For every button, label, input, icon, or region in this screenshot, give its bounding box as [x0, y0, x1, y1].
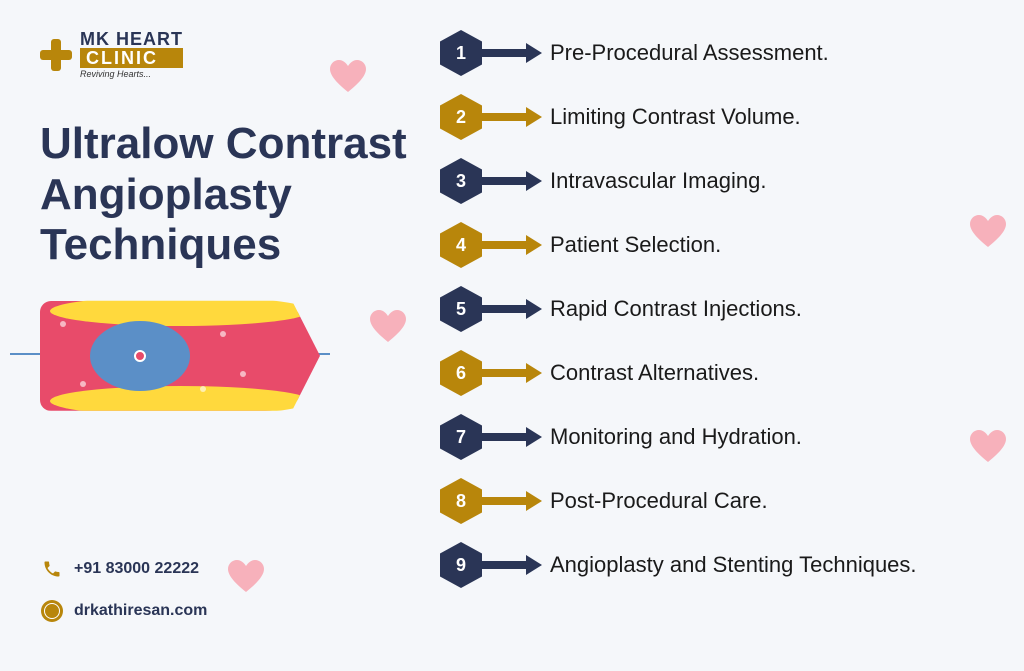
connector-arrow	[482, 176, 542, 186]
item-number-hexagon: 7	[440, 414, 482, 460]
item-label: Pre-Procedural Assessment.	[550, 40, 829, 66]
globe-icon	[40, 599, 64, 623]
item-label: Contrast Alternatives.	[550, 360, 759, 386]
item-number-hexagon: 5	[440, 286, 482, 332]
connector-arrow	[482, 304, 542, 314]
website-text: drkathiresan.com	[74, 602, 207, 620]
item-number-hexagon: 1	[440, 30, 482, 76]
connector-arrow	[482, 112, 542, 122]
item-label: Angioplasty and Stenting Techniques.	[550, 552, 917, 578]
list-item: 3 Intravascular Imaging.	[440, 158, 984, 204]
connector-arrow	[482, 432, 542, 442]
connector-arrow	[482, 48, 542, 58]
logo-line1: MK HEART	[80, 30, 183, 48]
page-title: Ultralow Contrast Angioplasty Techniques	[40, 119, 420, 271]
item-label: Post-Procedural Care.	[550, 488, 768, 514]
item-label: Rapid Contrast Injections.	[550, 296, 802, 322]
item-number-hexagon: 8	[440, 478, 482, 524]
item-label: Limiting Contrast Volume.	[550, 104, 801, 130]
item-number-hexagon: 2	[440, 94, 482, 140]
item-number-hexagon: 6	[440, 350, 482, 396]
website-row: drkathiresan.com	[40, 599, 420, 623]
item-label: Intravascular Imaging.	[550, 168, 766, 194]
list-item: 7 Monitoring and Hydration.	[440, 414, 984, 460]
item-label: Monitoring and Hydration.	[550, 424, 802, 450]
list-item: 8 Post-Procedural Care.	[440, 478, 984, 524]
logo-line2: CLINIC	[80, 48, 183, 68]
list-item: 4 Patient Selection.	[440, 222, 984, 268]
plus-icon	[40, 39, 72, 71]
technique-list: 1 Pre-Procedural Assessment. 2 Limiting Con…	[440, 30, 984, 588]
list-item: 9 Angioplasty and Stenting Techniques.	[440, 542, 984, 588]
list-item: 1 Pre-Procedural Assessment.	[440, 30, 984, 76]
item-number-hexagon: 3	[440, 158, 482, 204]
phone-text: +91 83000 22222	[74, 560, 199, 578]
logo-tagline: Reviving Hearts...	[80, 70, 183, 79]
item-number-hexagon: 4	[440, 222, 482, 268]
list-item: 6 Contrast Alternatives.	[440, 350, 984, 396]
connector-arrow	[482, 240, 542, 250]
connector-arrow	[482, 560, 542, 570]
item-number-hexagon: 9	[440, 542, 482, 588]
item-label: Patient Selection.	[550, 232, 721, 258]
list-item: 2 Limiting Contrast Volume.	[440, 94, 984, 140]
phone-icon	[40, 557, 64, 581]
list-item: 5 Rapid Contrast Injections.	[440, 286, 984, 332]
connector-arrow	[482, 496, 542, 506]
connector-arrow	[482, 368, 542, 378]
vessel-illustration	[40, 301, 340, 441]
